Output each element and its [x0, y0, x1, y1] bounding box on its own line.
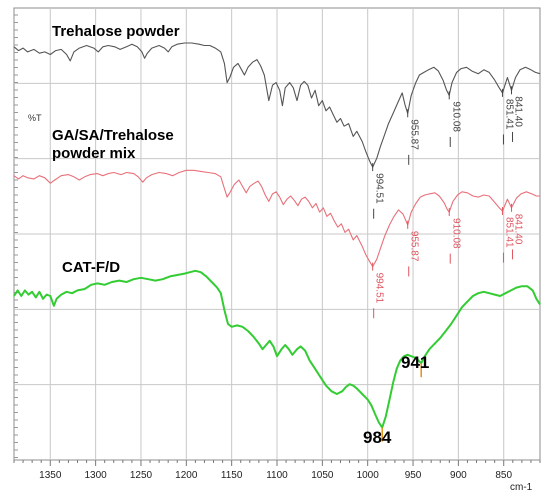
series-label-mix-line2: powder mix [52, 145, 136, 162]
series-label-mix-line1: GA/SA/Trehalose [52, 127, 174, 144]
x-tick-label: 1100 [266, 470, 288, 481]
x-tick-label: 950 [405, 470, 422, 481]
x-axis: 1350 1300 1250 1200 1150 1100 1050 1000 950 900 85… [13, 460, 541, 481]
series-label-trehalose: Trehalose powder [52, 23, 180, 40]
series-label-cat: CAT-F/D [62, 259, 120, 276]
x-tick-label: 1300 [84, 470, 107, 481]
peak-label: 851.41 [503, 99, 514, 130]
peak-label: 955.87 [409, 231, 420, 262]
peak-label: 841.40 [513, 96, 524, 127]
y-axis-label: %T [28, 113, 42, 123]
x-tick-label: 1050 [311, 470, 334, 481]
peak-label: 955.87 [409, 119, 420, 150]
peak-label-984: 984 [363, 428, 392, 447]
peak-label: 994.51 [374, 273, 385, 304]
series-line-3 [13, 269, 541, 429]
x-tick-label: 1350 [39, 470, 62, 481]
series-line-1 [13, 42, 541, 168]
peak-label: 910.08 [450, 218, 461, 249]
peak-label: 841.40 [513, 214, 524, 245]
peak-label: 994.51 [374, 173, 385, 204]
x-tick-label: 1150 [221, 470, 243, 481]
peak-label: 851.41 [503, 217, 514, 248]
peak-label: 910.08 [450, 101, 461, 132]
peak-label-941: 941 [401, 353, 429, 372]
x-tick-label: 1200 [175, 470, 198, 481]
x-unit-label: cm-1 [510, 482, 533, 493]
x-tick-label: 1000 [357, 470, 380, 481]
x-tick-label: 850 [495, 470, 512, 481]
series-group [13, 42, 541, 429]
x-tick-label: 900 [450, 470, 467, 481]
x-tick-label: 1250 [130, 470, 153, 481]
series-line-2 [13, 169, 540, 268]
